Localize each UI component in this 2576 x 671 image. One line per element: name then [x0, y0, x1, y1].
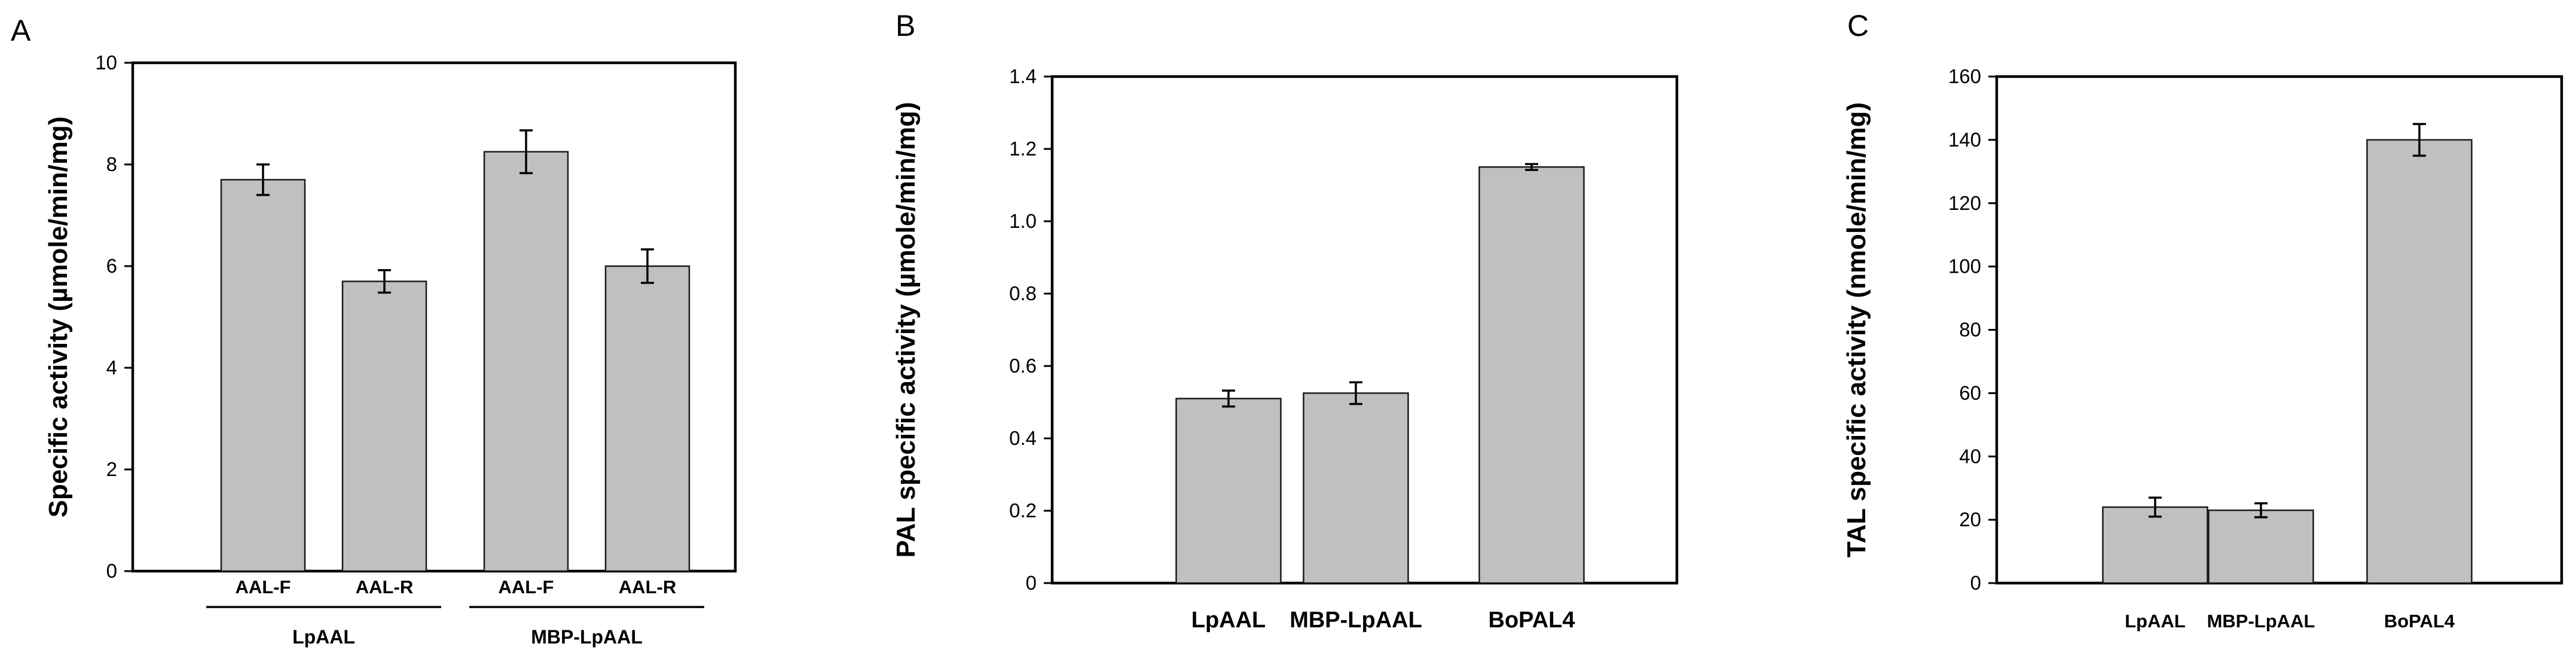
y-tick-label: 120 [1948, 192, 1981, 214]
y-tick-label: 100 [1948, 255, 1981, 277]
bar [341, 280, 427, 572]
y-axis-label: PAL specific activity (µmole/min/mg) [891, 102, 921, 557]
chart-panel-b: B 0 0.2 0.4 0.6 0.8 1.0 1.2 1.4 PAL specific acti… [891, 9, 1679, 633]
y-tick-label: 0 [1026, 572, 1037, 594]
bar [2102, 506, 2208, 584]
x-category-label: LpAAL [2125, 611, 2186, 632]
plot-frame [131, 61, 737, 573]
y-tick-label: 1.4 [1009, 65, 1037, 87]
bar [220, 179, 306, 572]
y-tick-label: 20 [1959, 508, 1981, 530]
y-tick-label: 80 [1959, 319, 1981, 341]
y-tick-label: 0.6 [1009, 355, 1037, 377]
x-category-label: MBP-LpAAL [1289, 608, 1422, 633]
bar [483, 151, 569, 572]
bar [2208, 509, 2314, 584]
group-label: MBP-LpAAL [531, 626, 643, 648]
y-axis-label: TAL specific activity (nmole/min/mg) [1842, 102, 1871, 557]
chart-panel-a: A 0 2 4 6 8 10 Specific activity (µmole/min/mg)… [11, 14, 737, 648]
bar [1478, 166, 1585, 584]
x-category-label: AAL-R [356, 577, 413, 597]
bar [2366, 139, 2473, 584]
bar [1303, 392, 1409, 584]
x-category-label: BoPAL4 [2384, 611, 2455, 632]
x-category-label: AAL-F [236, 577, 291, 597]
y-axis-label: Specific activity (µmole/min/mg) [44, 117, 73, 518]
y-tick-label: 8 [106, 153, 117, 175]
y-tick-label: 40 [1959, 445, 1981, 467]
y-tick-label: 2 [106, 458, 117, 480]
y-tick-label: 1.2 [1009, 138, 1037, 160]
y-tick-label: 4 [106, 356, 117, 379]
x-category-label: BoPAL4 [1489, 608, 1575, 633]
y-tick-label: 0 [106, 560, 117, 582]
y-tick-label: 140 [1948, 129, 1981, 151]
x-category-label: AAL-R [619, 577, 676, 597]
y-tick-label: 0.4 [1009, 427, 1037, 449]
bar [604, 265, 690, 572]
y-tick-label: 10 [95, 51, 117, 74]
y-tick-label: 0.8 [1009, 282, 1037, 304]
y-tick-label: 0 [1970, 572, 1981, 594]
y-tick-label: 160 [1948, 65, 1981, 87]
panel-letter: A [11, 14, 31, 47]
y-tick-label: 1.0 [1009, 210, 1037, 232]
y-tick-label: 6 [106, 255, 117, 277]
group-label: LpAAL [292, 626, 355, 648]
chart-panel-c: C 0 20 40 60 80 100 120 140 160 TAL specific activ… [1842, 9, 2563, 632]
x-category-label: LpAAL [1191, 608, 1266, 633]
y-tick-label: 0.2 [1009, 499, 1037, 521]
y-tick-label: 60 [1959, 382, 1981, 404]
plot-frame [1995, 75, 2563, 585]
x-category-label: AAL-F [499, 577, 554, 597]
panel-letter: C [1847, 9, 1869, 42]
x-category-label: MBP-LpAAL [2207, 611, 2315, 632]
panel-letter: B [896, 9, 915, 42]
bar [1175, 398, 1282, 584]
